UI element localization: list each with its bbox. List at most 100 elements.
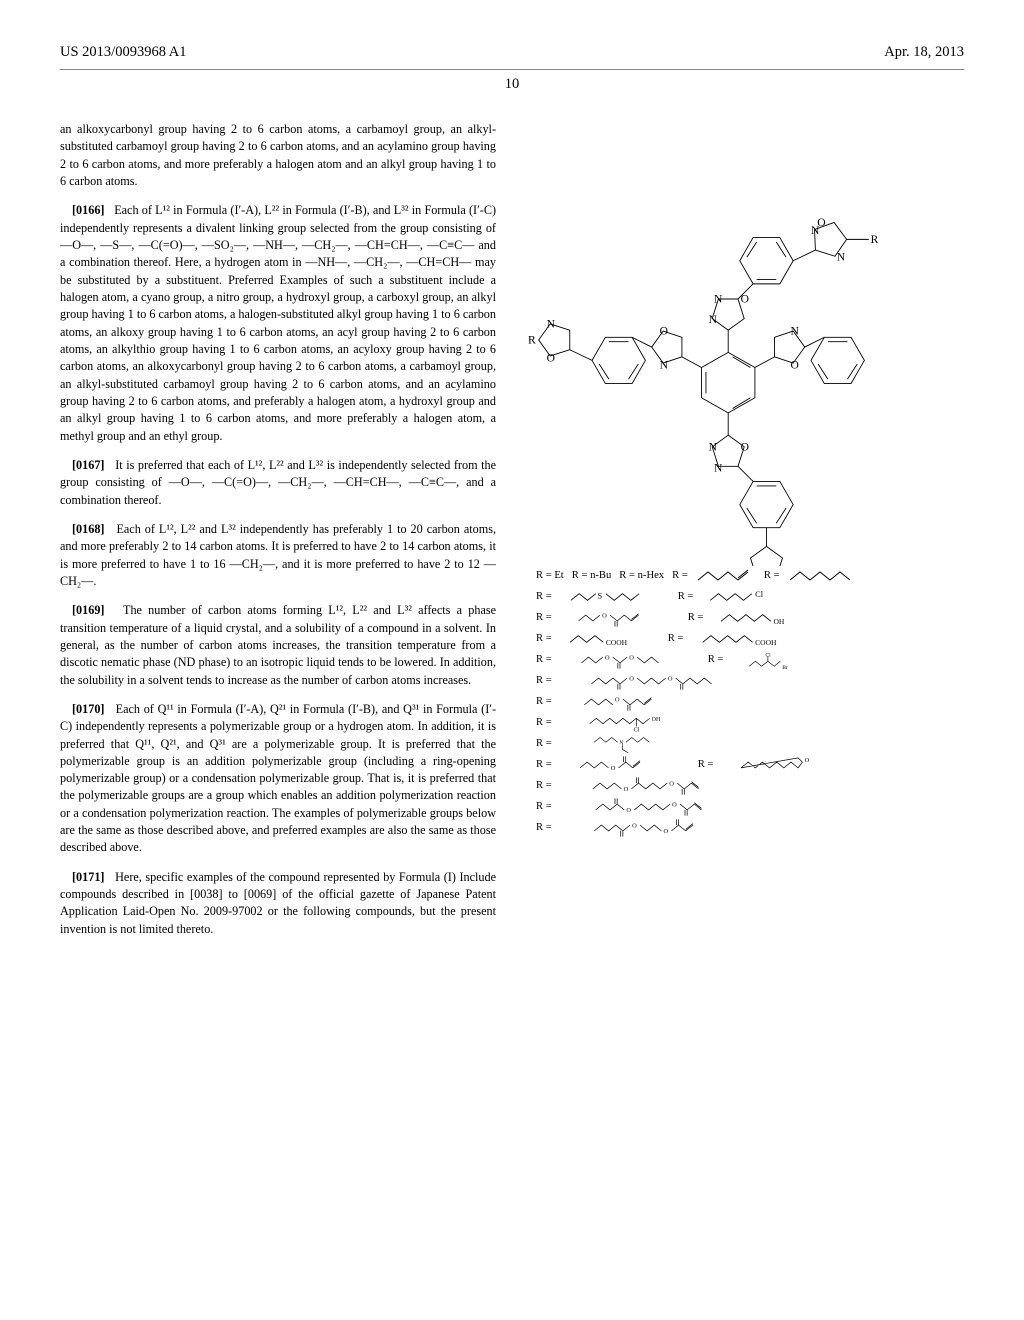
r-label: R = [536,650,552,670]
para-0167: [0167] It is preferred that each of L¹²,… [60,457,496,509]
svg-text:O: O [669,780,674,787]
svg-text:O: O [615,696,620,703]
r-label: R = [536,608,552,628]
svg-text:O: O [626,807,631,814]
para-0171-text: Here, specific examples of the compound … [60,870,496,936]
r-line-4: R = COOH R = COOH [536,629,964,649]
carboxylic-chain-icon: COOH [691,629,811,649]
ester-ether-acrylate-chain-icon: OO [560,818,790,838]
para-0168-text: Each of L¹², L²² and L³² independently h… [60,522,496,588]
r-label: R = [536,818,552,838]
svg-text:Cl: Cl [633,728,639,733]
para-0170-text: Each of Q¹¹ in Formula (I′-A), Q²¹ in Fo… [60,702,496,855]
ether-vinyl-chain-icon: O [560,692,720,712]
svg-text:S: S [597,592,602,601]
epoxy-chain-icon: O [721,755,851,775]
para-num-0168: [0168] [72,522,105,536]
r-line-6: R = OO [536,671,964,691]
atom-O: O [791,358,799,371]
chloro-chain-icon: Cl [701,587,791,607]
r-label: R = [536,776,552,796]
atom-N: N [837,251,846,264]
right-column: O N N R N O N R N O O N N O N N O [528,121,964,950]
para-intro: an alkoxycarbonyl group having 2 to 6 ca… [60,121,496,190]
para-0166: [0166] Each of L¹² in Formula (I′-A), L²… [60,202,496,445]
chemical-structure: O N N R N O N R N O O N N O N N O [528,121,964,566]
ester-vinyl-chain-icon: O [560,608,680,628]
para-0169-text: The number of carbon atoms forming L¹², … [60,603,496,686]
r-label: R = [698,755,714,775]
para-num-0169: [0169] [72,603,105,617]
para-0168: [0168] Each of L¹², L²² and L³² independ… [60,521,496,590]
r-chain2: R = [764,566,780,586]
svg-text:O: O [668,675,673,682]
r-line-7: R = O [536,692,964,712]
left-column: an alkoxycarbonyl group having 2 to 6 ca… [60,121,496,950]
atom-N: N [811,224,820,237]
acrylate-chain-icon: O [560,755,690,775]
atom-N: N [714,462,723,475]
svg-text:O: O [805,757,810,764]
svg-text:OH: OH [774,617,785,626]
r-line-1: R = Et R = n-Bu R = n-Hex R = R = [536,566,964,586]
svg-text:N: N [619,740,623,746]
r-label: R = [536,671,552,691]
svg-text:OH: OH [651,717,660,723]
r-label: R = [536,755,552,775]
r-label: R = [708,650,724,670]
r-label: R = [536,587,552,607]
r-group-list: R = Et R = n-Bu R = n-Hex R = R = R = S … [528,566,964,839]
atom-N: N [714,293,723,306]
atom-O: O [741,293,749,306]
r-label: R = [536,734,552,754]
svg-text:O: O [602,612,607,619]
page-header: US 2013/0093968 A1 Apr. 18, 2013 [60,44,964,70]
publication-number: US 2013/0093968 A1 [60,44,187,61]
svg-text:Br: Br [783,665,789,670]
chloro-hydroxy-chain-icon: Cl OH [560,713,730,733]
svg-text:COOH: COOH [756,638,778,647]
long-diester-chain-icon: OO [560,671,770,691]
r-line-13: R = OO [536,818,964,838]
thioether-chain-icon: S [560,587,670,607]
r-line-10: R = O R = O [536,755,964,775]
r-label: R = [678,587,694,607]
r-line-9: R = N [536,734,964,754]
para-num-0171: [0171] [72,870,105,884]
r-line-3: R = O R = OH [536,608,964,628]
atom-N: N [709,313,718,326]
r-line-2: R = S R = Cl [536,587,964,607]
r-chain1: R = [672,566,688,586]
r-line-5: R = OO R = ClBr [536,650,964,670]
r-nhex: R = n-Hex [619,566,664,586]
svg-text:O: O [623,786,628,793]
atom-N: N [709,440,718,453]
page-number: 10 [60,76,964,93]
para-0166-text: Each of L¹² in Formula (I′-A), L²² in Fo… [60,203,496,442]
r-label: R = [536,713,552,733]
long-acrylate-chain-icon: OO [560,797,800,817]
para-0169: [0169] The number of carbon atoms formin… [60,602,496,689]
amine-chain-icon: N [560,734,720,754]
atom-O: O [547,351,555,364]
svg-text:O: O [663,828,668,835]
r-label: R = [536,692,552,712]
svg-text:O: O [610,765,615,772]
r-line-11: R = O O [536,776,964,796]
publication-date: Apr. 18, 2013 [884,44,964,61]
para-0167-text: It is preferred that each of L¹², L²² an… [60,458,496,507]
zigzag-chain-icon [696,566,756,586]
para-num-0170: [0170] [72,702,105,716]
svg-text:O: O [629,675,634,682]
r-label: R = [688,608,704,628]
carboxylic-chain-icon: COOH [560,629,660,649]
atom-N: N [547,317,556,330]
r-label: R = [536,797,552,817]
atom-O: O [741,440,749,453]
halo-chain-icon: ClBr [731,650,821,670]
atom-O: O [660,325,668,338]
r-line-12: R = OO [536,797,964,817]
r-label: R = [536,629,552,649]
para-num-0166: [0166] [72,203,105,217]
r-et: R = Et [536,566,564,586]
